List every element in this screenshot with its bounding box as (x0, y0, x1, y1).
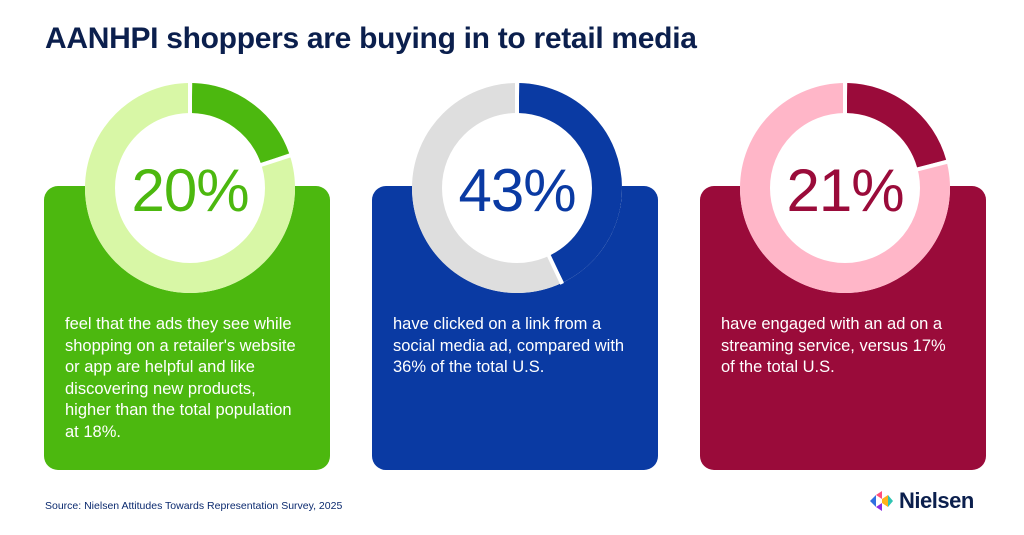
donut-background (412, 83, 622, 293)
donut-svg (740, 83, 950, 293)
stat-description: have clicked on a link from a social med… (393, 315, 625, 376)
nielsen-logo: Nielsen (868, 488, 974, 514)
page-title: AANHPI shoppers are buying in to retail … (45, 22, 697, 55)
nielsen-logo-text: Nielsen (899, 488, 974, 513)
source-note: Source: Nielsen Attitudes Towards Repres… (45, 500, 343, 512)
donut-chart-social-click (412, 83, 622, 293)
donut-svg (412, 83, 622, 293)
stat-description: feel that the ads they see while shoppin… (65, 315, 296, 441)
donut-gap-end (259, 153, 292, 168)
stat-percentage: 21% (786, 157, 904, 224)
donut-background (740, 83, 950, 293)
donut-svg (85, 83, 295, 293)
donut-chart-ads-helpful (85, 83, 295, 293)
donut-value-arc (412, 83, 622, 293)
stat-percentage: 20% (131, 157, 249, 224)
donut-gap-end (546, 254, 564, 285)
donut-chart-streaming-ad (740, 83, 950, 293)
donut-gap-end (916, 159, 949, 172)
stat-description: have engaged with an ad on a streaming s… (721, 315, 946, 376)
donut-background (85, 83, 295, 293)
nielsen-logo-icon (870, 491, 893, 511)
stat-percentage: 43% (458, 157, 576, 224)
